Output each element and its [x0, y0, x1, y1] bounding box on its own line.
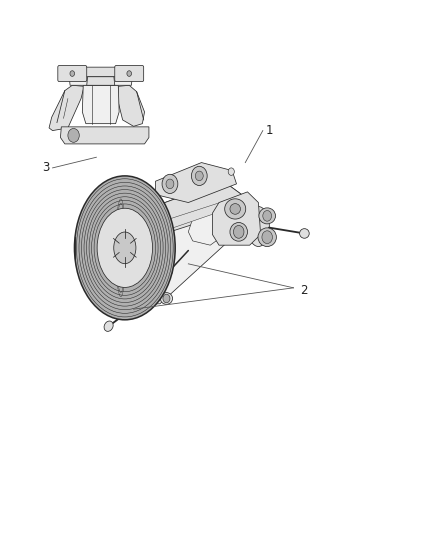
FancyBboxPatch shape — [115, 66, 144, 82]
Circle shape — [70, 71, 74, 76]
Circle shape — [166, 179, 174, 189]
Polygon shape — [155, 163, 237, 203]
Ellipse shape — [165, 267, 173, 277]
Ellipse shape — [74, 176, 175, 320]
Ellipse shape — [160, 293, 173, 304]
Polygon shape — [138, 201, 223, 240]
Circle shape — [162, 174, 178, 193]
Polygon shape — [87, 77, 115, 85]
Polygon shape — [69, 77, 132, 85]
Polygon shape — [64, 67, 139, 77]
Text: 1: 1 — [265, 124, 273, 137]
Circle shape — [125, 285, 134, 296]
Ellipse shape — [300, 229, 309, 238]
Ellipse shape — [258, 228, 276, 246]
FancyBboxPatch shape — [58, 66, 87, 82]
Polygon shape — [82, 85, 119, 124]
Text: 2: 2 — [300, 284, 307, 297]
Circle shape — [228, 168, 234, 175]
Circle shape — [68, 128, 79, 142]
Ellipse shape — [97, 208, 152, 287]
Ellipse shape — [247, 207, 269, 247]
Circle shape — [163, 294, 170, 303]
Ellipse shape — [114, 232, 136, 264]
Polygon shape — [136, 181, 245, 237]
Circle shape — [127, 71, 131, 76]
Ellipse shape — [230, 204, 240, 214]
Circle shape — [191, 166, 207, 185]
Polygon shape — [116, 181, 247, 304]
Ellipse shape — [259, 208, 276, 224]
Polygon shape — [117, 85, 145, 126]
Polygon shape — [212, 192, 261, 245]
Polygon shape — [188, 211, 221, 245]
Ellipse shape — [225, 199, 246, 219]
Circle shape — [263, 211, 272, 221]
Circle shape — [195, 171, 203, 181]
Text: 3: 3 — [42, 161, 49, 174]
Ellipse shape — [104, 321, 113, 332]
Ellipse shape — [230, 223, 247, 241]
Circle shape — [233, 225, 244, 238]
Polygon shape — [60, 127, 149, 144]
Ellipse shape — [122, 284, 136, 297]
Polygon shape — [49, 85, 84, 131]
Circle shape — [262, 231, 272, 244]
